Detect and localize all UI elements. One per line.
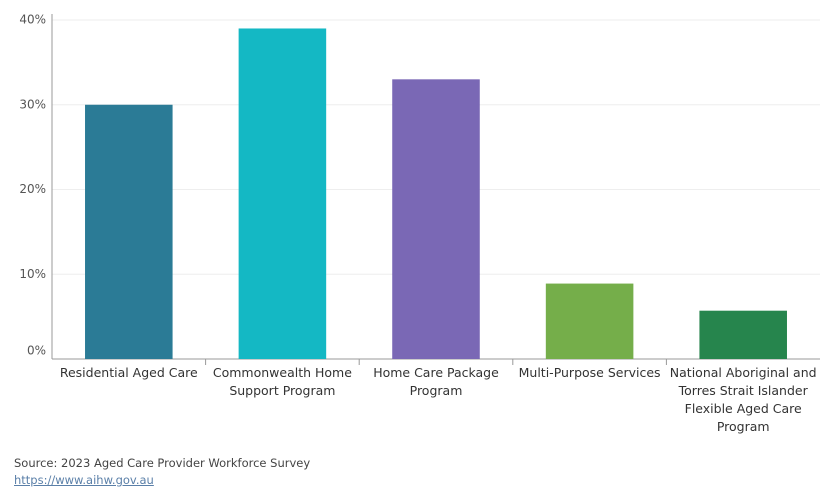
source-link[interactable]: https://www.aihw.gov.au — [14, 473, 154, 487]
bar — [85, 104, 173, 359]
y-tick-label: 10% — [19, 267, 46, 281]
x-tick-label: Home Care Package Program — [373, 365, 499, 398]
y-tick-label: 0% — [27, 344, 46, 358]
source-note: Source: 2023 Aged Care Provider Workforc… — [14, 456, 311, 470]
bar — [238, 28, 327, 359]
x-tick-label: Commonwealth Home Support Program — [212, 365, 352, 398]
bar — [699, 310, 787, 359]
y-tick-label: 40% — [19, 13, 46, 27]
x-tick-label: Multi-Purpose Services — [518, 365, 661, 380]
x-tick-label: Residential Aged Care — [59, 365, 198, 380]
bar — [392, 79, 480, 359]
bar — [545, 283, 634, 359]
y-tick-label: 20% — [19, 182, 46, 196]
y-tick-label: 30% — [19, 97, 46, 111]
x-tick-label: National Aboriginal and Torres Strait Is… — [669, 365, 817, 434]
